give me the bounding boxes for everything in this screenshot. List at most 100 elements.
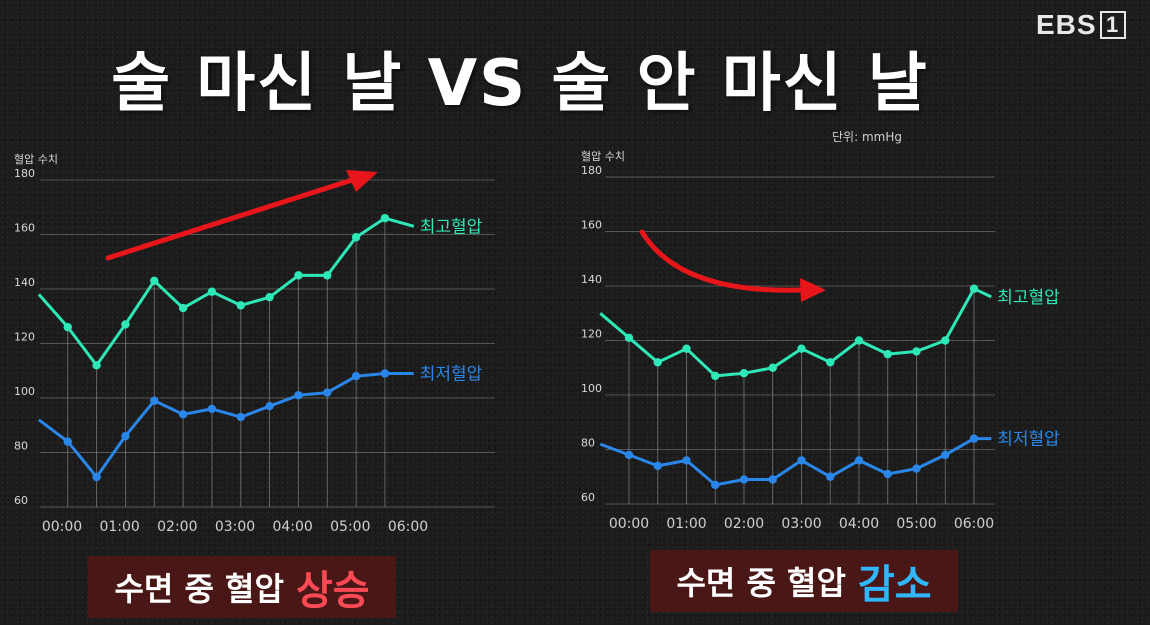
- right-point-high: [826, 358, 835, 367]
- left-y-tick-label: 160: [14, 222, 35, 235]
- right-point-high: [797, 344, 806, 353]
- right-y-axis-label: 혈압 수치: [581, 149, 625, 163]
- right-point-low: [912, 464, 921, 473]
- right-x-tick-label: 04:00: [839, 516, 879, 532]
- right-point-high: [682, 344, 691, 353]
- left-point-high: [236, 301, 245, 310]
- right-y-tick-label: 120: [581, 328, 602, 341]
- left-point-high: [265, 292, 274, 302]
- right-point-low: [969, 434, 979, 443]
- left-series-label-low: 최저혈압: [420, 364, 483, 384]
- left-point-high: [178, 303, 188, 313]
- unit-label: 단위: mmHg: [832, 130, 902, 144]
- right-y-tick-label: 160: [581, 219, 602, 232]
- right-series-line-low: [599, 437, 992, 487]
- right-x-tick-label: 06:00: [954, 516, 994, 532]
- left-point-low: [178, 410, 188, 419]
- right-x-tick-label: 00:00: [609, 516, 649, 532]
- left-point-high: [323, 271, 332, 280]
- right-y-tick-label: 60: [581, 491, 595, 504]
- right-point-low: [797, 456, 806, 465]
- left-x-tick-label: 06:00: [388, 519, 428, 535]
- left-y-tick-label: 80: [14, 440, 28, 453]
- right-point-low: [883, 469, 892, 479]
- left-x-tick-label: 00:00: [42, 519, 82, 535]
- right-x-tick-label: 02:00: [724, 516, 764, 532]
- left-series-label-high: 최고혈압: [420, 217, 483, 237]
- right-point-high: [883, 349, 892, 359]
- left-point-low: [207, 404, 217, 414]
- right-y-tick-label: 180: [581, 164, 602, 177]
- left-point-high: [150, 276, 159, 286]
- left-y-tick-label: 100: [14, 385, 35, 398]
- right-y-tick-label: 100: [581, 382, 602, 395]
- left-point-low: [265, 401, 274, 411]
- left-point-high: [294, 271, 303, 280]
- right-x-tick-label: 05:00: [896, 516, 936, 532]
- left-series-line-low: [37, 372, 414, 479]
- left-point-high: [121, 320, 130, 329]
- left-point-low: [236, 412, 245, 422]
- right-point-low: [653, 461, 662, 471]
- left-x-tick-label: 02:00: [157, 519, 197, 535]
- right-trend-arrow-shaft: [639, 229, 805, 293]
- left-point-low: [380, 369, 390, 378]
- left-y-axis-label: 혈압 수치: [14, 152, 58, 166]
- left-x-tick-label: 04:00: [272, 519, 312, 535]
- caption-right-highlight: 감소: [857, 562, 932, 608]
- left-y-tick-label: 60: [14, 494, 28, 507]
- caption-left-prefix: 수면 중 혈압: [114, 570, 284, 608]
- logo-text: EBS: [1036, 9, 1097, 40]
- right-point-low: [624, 450, 634, 460]
- right-point-high: [653, 358, 662, 367]
- right-point-high: [624, 333, 634, 342]
- caption-right: 수면 중 혈압 감소: [650, 550, 958, 612]
- left-y-tick-label: 140: [14, 276, 35, 289]
- right-series-label-high: 최고혈압: [997, 288, 1060, 308]
- caption-right-prefix: 수면 중 혈압: [676, 564, 846, 602]
- right-y-tick-label: 140: [581, 273, 602, 286]
- right-point-low: [854, 456, 864, 465]
- page-title: 술 마신 날 VS 술 안 마신 날: [111, 47, 929, 121]
- ebs-logo: EBS 1: [1036, 8, 1126, 42]
- left-trend-arrow-shaft: [105, 177, 355, 261]
- left-x-tick-label: 01:00: [99, 519, 139, 535]
- right-point-low: [941, 450, 950, 460]
- right-point-high: [768, 363, 777, 372]
- right-point-low: [768, 475, 777, 484]
- left-y-tick-label: 180: [14, 167, 35, 180]
- left-point-low: [92, 472, 101, 482]
- left-point-high: [380, 213, 390, 223]
- left-point-high: [351, 233, 361, 242]
- right-point-low: [682, 456, 691, 465]
- left-point-low: [150, 396, 159, 405]
- right-point-high: [969, 284, 979, 293]
- left-point-low: [294, 391, 303, 400]
- right-point-high: [711, 371, 720, 381]
- caption-left-highlight: 상승: [295, 568, 370, 614]
- right-y-tick-label: 80: [581, 437, 595, 450]
- left-series-line-high: [37, 216, 415, 367]
- right-point-high: [854, 336, 864, 345]
- right-point-high: [912, 347, 921, 356]
- left-point-low: [351, 372, 361, 381]
- left-trend-arrow-head: [346, 170, 378, 192]
- right-point-high: [941, 336, 950, 345]
- left-point-high: [92, 361, 101, 370]
- left-point-low: [63, 437, 72, 446]
- right-x-tick-label: 01:00: [666, 516, 706, 532]
- logo-box: 1: [1099, 11, 1126, 39]
- right-trend-arrow-head: [800, 278, 826, 302]
- right-point-high: [739, 369, 749, 378]
- right-point-low: [739, 475, 749, 484]
- right-series-label-low: 최저혈압: [997, 430, 1060, 450]
- right-x-tick-label: 03:00: [781, 516, 821, 532]
- caption-left: 수면 중 혈압 상승: [88, 556, 396, 618]
- left-point-low: [121, 431, 130, 441]
- left-point-high: [63, 322, 72, 332]
- left-y-tick-label: 120: [14, 331, 35, 344]
- left-x-tick-label: 03:00: [215, 519, 255, 535]
- right-point-low: [711, 480, 720, 490]
